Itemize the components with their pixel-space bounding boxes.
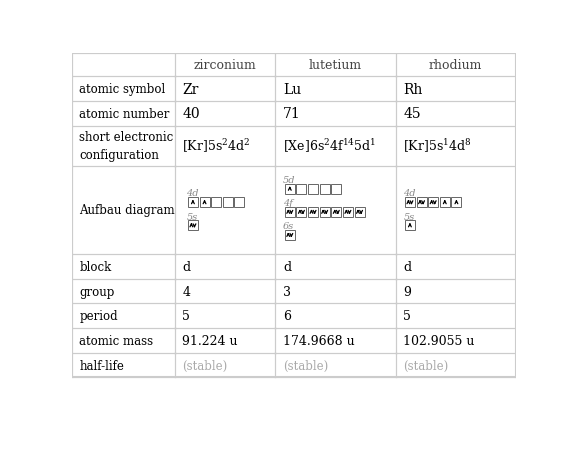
Text: period: period [80, 310, 118, 322]
Text: $\mathregular{[Kr]5s^24d^2}$: $\mathregular{[Kr]5s^24d^2}$ [182, 138, 251, 155]
Text: 4d: 4d [186, 189, 199, 198]
Text: atomic mass: atomic mass [80, 334, 154, 347]
Text: 9: 9 [403, 285, 411, 298]
FancyBboxPatch shape [234, 198, 245, 208]
FancyBboxPatch shape [188, 198, 198, 208]
FancyBboxPatch shape [405, 221, 415, 231]
Text: (stable): (stable) [182, 359, 227, 372]
Text: 5d: 5d [283, 175, 296, 184]
FancyBboxPatch shape [211, 198, 221, 208]
Text: (stable): (stable) [283, 359, 328, 372]
Text: 4: 4 [182, 285, 190, 298]
FancyBboxPatch shape [343, 207, 353, 217]
FancyBboxPatch shape [331, 207, 342, 217]
Text: 91.224 u: 91.224 u [182, 334, 238, 347]
Text: 174.9668 u: 174.9668 u [283, 334, 355, 347]
Text: block: block [80, 261, 112, 273]
Text: group: group [80, 285, 115, 298]
FancyBboxPatch shape [452, 198, 461, 208]
Text: atomic number: atomic number [80, 107, 170, 120]
FancyBboxPatch shape [296, 184, 307, 194]
Text: 4f: 4f [283, 199, 293, 207]
Text: 102.9055 u: 102.9055 u [403, 334, 474, 347]
Text: 45: 45 [403, 107, 421, 121]
Text: 3: 3 [283, 285, 291, 298]
Text: d: d [283, 261, 291, 273]
Text: short electronic
configuration: short electronic configuration [80, 131, 174, 162]
FancyBboxPatch shape [439, 198, 450, 208]
Text: (stable): (stable) [403, 359, 449, 372]
Text: atomic symbol: atomic symbol [80, 83, 166, 96]
Text: $\mathregular{[Xe]6s^24f^{14}5d^1}$: $\mathregular{[Xe]6s^24f^{14}5d^1}$ [283, 138, 376, 155]
Text: 5: 5 [403, 310, 411, 322]
FancyBboxPatch shape [355, 207, 364, 217]
Text: 4d: 4d [403, 189, 416, 198]
FancyBboxPatch shape [405, 198, 415, 208]
FancyBboxPatch shape [223, 198, 233, 208]
FancyBboxPatch shape [331, 184, 342, 194]
FancyBboxPatch shape [320, 207, 329, 217]
Text: Zr: Zr [182, 83, 199, 97]
FancyBboxPatch shape [199, 198, 210, 208]
Text: d: d [403, 261, 411, 273]
FancyBboxPatch shape [320, 184, 329, 194]
Text: 5s: 5s [403, 212, 415, 221]
Text: 5: 5 [182, 310, 190, 322]
FancyBboxPatch shape [285, 230, 295, 240]
FancyBboxPatch shape [308, 184, 318, 194]
FancyBboxPatch shape [285, 184, 295, 194]
Text: 40: 40 [182, 107, 200, 121]
Text: 6: 6 [283, 310, 291, 322]
Text: rhodium: rhodium [429, 59, 482, 72]
Text: zirconium: zirconium [194, 59, 257, 72]
Text: 6s: 6s [283, 222, 295, 231]
Text: Rh: Rh [403, 83, 423, 97]
FancyBboxPatch shape [417, 198, 426, 208]
FancyBboxPatch shape [428, 198, 438, 208]
Text: half-life: half-life [80, 359, 124, 372]
Text: 5s: 5s [186, 212, 198, 221]
Text: d: d [182, 261, 191, 273]
Text: lutetium: lutetium [309, 59, 362, 72]
FancyBboxPatch shape [296, 207, 307, 217]
FancyBboxPatch shape [285, 207, 295, 217]
FancyBboxPatch shape [308, 207, 318, 217]
Text: 71: 71 [283, 107, 301, 121]
FancyBboxPatch shape [188, 221, 198, 231]
Text: $\mathregular{[Kr]5s^14d^8}$: $\mathregular{[Kr]5s^14d^8}$ [403, 138, 472, 155]
Text: Lu: Lu [283, 83, 301, 97]
Text: Aufbau diagram: Aufbau diagram [80, 204, 175, 217]
